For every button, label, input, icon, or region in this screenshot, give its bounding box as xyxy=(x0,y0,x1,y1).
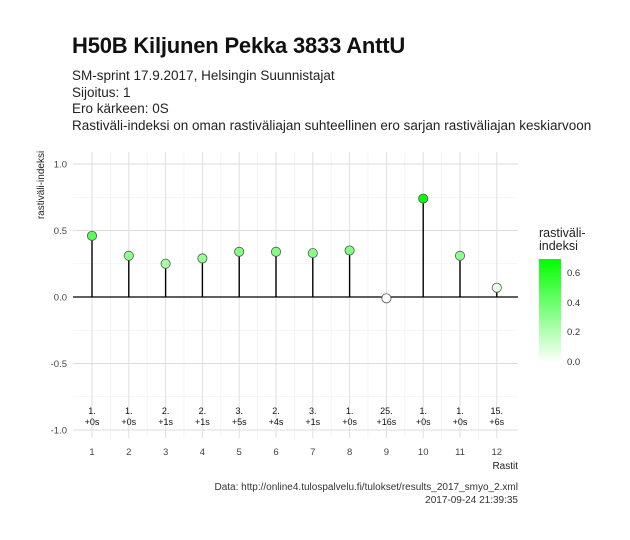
x-tick-label: 2 xyxy=(126,447,131,458)
time-diff-label: +16s xyxy=(377,417,397,427)
y-tick-label: -0.5 xyxy=(51,359,67,370)
x-tick-label: 7 xyxy=(310,447,315,458)
time-diff-label: +4s xyxy=(269,417,284,427)
lollipop-point xyxy=(234,246,245,257)
lollipop-stems xyxy=(91,198,498,299)
x-tick-label: 9 xyxy=(384,447,389,458)
subtitle-line-description: Rastiväli-indeksi on oman rastiväliajan … xyxy=(72,117,592,133)
rank-label: 1. xyxy=(346,406,354,416)
caption-timestamp: 2017-09-24 21:39:35 xyxy=(425,495,518,506)
legend-tick-label: 0.0 xyxy=(567,357,581,368)
lollipop-point xyxy=(344,245,355,256)
rank-label: 2. xyxy=(162,406,170,416)
rank-label: 2. xyxy=(199,406,207,416)
y-tick-label: 1.0 xyxy=(54,160,67,171)
lollipop-point xyxy=(123,250,134,261)
x-axis-ticks: 1 2 3 4 5 6 7 8 9 10 11 12 xyxy=(89,447,502,458)
rank-label: 1. xyxy=(419,406,427,416)
time-diff-label: +0s xyxy=(121,417,136,427)
lollipop-point xyxy=(491,282,502,293)
y-tick-label: 0.0 xyxy=(54,293,67,304)
subtitle-line-event: SM-sprint 17.9.2017, Helsingin Suunnista… xyxy=(72,68,335,83)
x-tick-label: 1 xyxy=(89,447,94,458)
legend-tick-label: 0.2 xyxy=(567,327,581,339)
time-diff-label: +1s xyxy=(158,417,173,427)
rank-label: 1. xyxy=(88,406,96,416)
data-labels: 1.+0s1.+0s2.+1s2.+1s3.+5s2.+4s3.+1s1.+0s… xyxy=(85,406,505,427)
lollipop-point xyxy=(87,230,98,241)
y-tick-label: -1.0 xyxy=(51,426,67,437)
time-diff-label: +0s xyxy=(342,417,357,427)
rank-label: 2. xyxy=(272,406,280,416)
legend-tick-label: 0.4 xyxy=(567,297,581,309)
chart-title: H50B Kiljunen Pekka 3833 AnttU xyxy=(72,33,406,58)
lollipop-point xyxy=(381,293,392,304)
rank-label: 3. xyxy=(309,406,317,416)
legend-title: rastiväli- indeksi xyxy=(539,227,619,253)
rank-label: 3. xyxy=(235,406,243,416)
legend-title-line-1: rastiväli- xyxy=(539,226,586,240)
chart-subtitle: SM-sprint 17.9.2017, Helsingin Suunnista… xyxy=(72,68,591,134)
y-tick-label: 0.5 xyxy=(54,226,67,237)
x-tick-label: 5 xyxy=(237,447,242,458)
caption-source: Data: http://online4.tulospalvelu.fi/tul… xyxy=(214,482,518,493)
rank-label: 1. xyxy=(456,406,464,416)
lollipop-point xyxy=(307,248,318,259)
lollipop-point xyxy=(197,253,208,264)
y-axis-ticks: 1.0 0.5 0.0 -0.5 -1.0 xyxy=(51,160,67,437)
x-tick-label: 10 xyxy=(418,447,429,458)
color-legend: rastiväli- indeksi 0.6 0.4 0.2 0.0 xyxy=(539,227,619,368)
rank-label: 25. xyxy=(380,406,393,416)
lollipop-points xyxy=(87,193,502,304)
time-diff-label: +0s xyxy=(416,417,431,427)
x-tick-label: 6 xyxy=(273,447,278,458)
subtitle-line-gap: Ero kärkeen: 0S xyxy=(72,101,169,116)
subtitle-line-placement: Sijoitus: 1 xyxy=(72,84,131,100)
x-tick-label: 4 xyxy=(200,447,205,458)
grid-minor xyxy=(73,152,518,438)
legend-tick-label: 0.6 xyxy=(567,267,581,279)
time-diff-label: +1s xyxy=(305,417,320,427)
time-diff-label: +0s xyxy=(453,417,468,427)
x-tick-label: 3 xyxy=(163,447,168,458)
lollipop-point xyxy=(270,246,281,257)
lollipop-point xyxy=(418,193,429,204)
rank-label: 15. xyxy=(491,406,504,416)
x-axis-title: Rastit xyxy=(492,461,518,472)
plot-panel xyxy=(73,152,518,438)
lollipop-point xyxy=(160,258,171,269)
time-diff-label: +6s xyxy=(489,417,504,427)
chart-caption: Data: http://online4.tulospalvelu.fi/tul… xyxy=(214,481,518,507)
lollipop-point xyxy=(454,250,465,261)
time-diff-label: +0s xyxy=(85,417,100,427)
rank-label: 1. xyxy=(125,406,133,416)
time-diff-label: +5s xyxy=(232,417,247,427)
y-axis-title: rastiväli-indeksi xyxy=(36,151,47,219)
time-diff-label: +1s xyxy=(195,417,210,427)
x-tick-label: 11 xyxy=(455,447,465,458)
legend-color-bar xyxy=(539,259,561,363)
legend-title-line-2: indeksi xyxy=(539,239,578,253)
x-tick-label: 12 xyxy=(492,447,503,458)
x-tick-label: 8 xyxy=(347,447,352,458)
